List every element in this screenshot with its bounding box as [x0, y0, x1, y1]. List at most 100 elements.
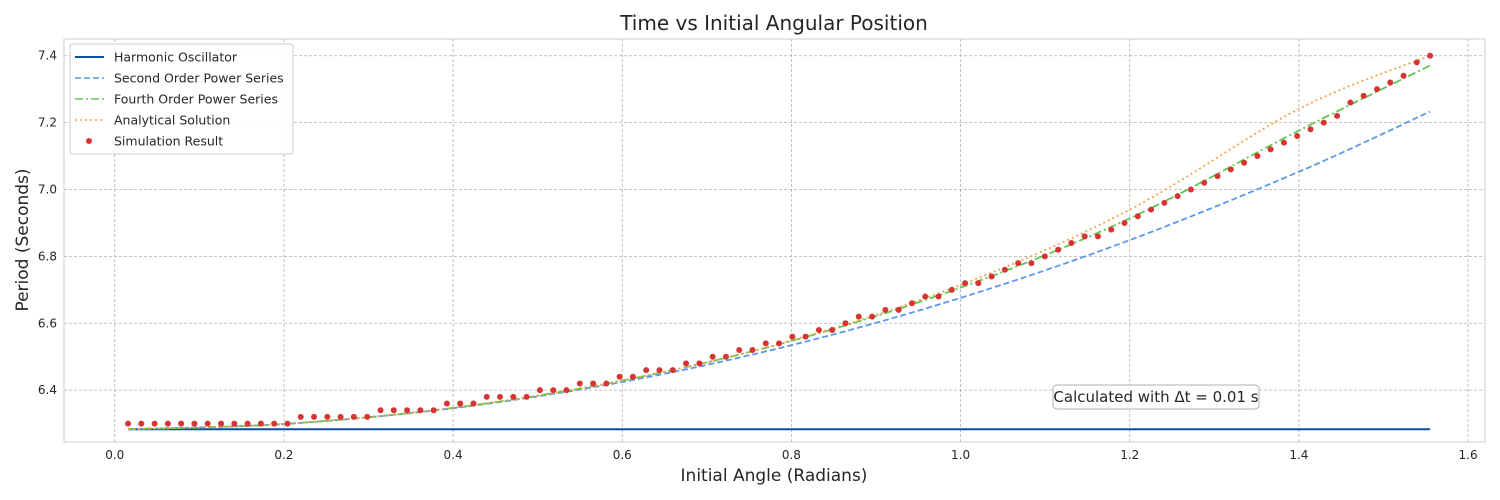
- scatter-point: [1373, 86, 1380, 93]
- scatter-point: [191, 420, 198, 427]
- legend-label-fourth-order-power-series: Fourth Order Power Series: [114, 92, 278, 107]
- scatter-point: [1280, 139, 1287, 146]
- scatter-point: [1387, 79, 1394, 86]
- scatter-point: [789, 333, 796, 340]
- scatter-point: [975, 280, 982, 287]
- y-tick-label: 7.2: [38, 116, 57, 130]
- scatter-point: [1081, 233, 1088, 240]
- scatter-point: [1347, 99, 1354, 106]
- grid-lines: [64, 39, 1485, 442]
- scatter-point: [1161, 199, 1168, 206]
- scatter-point: [1055, 246, 1062, 253]
- scatter-point: [164, 420, 171, 427]
- annotation: Calculated with Δt = 0.01 s: [1052, 384, 1260, 410]
- scatter-point: [151, 420, 158, 427]
- scatter-point: [736, 347, 743, 354]
- scatter-point: [417, 407, 424, 414]
- scatter-point: [1307, 126, 1314, 133]
- scatter-point: [497, 393, 504, 400]
- scatter-point: [204, 420, 211, 427]
- scatter-point: [1015, 260, 1022, 267]
- scatter-point: [935, 293, 942, 300]
- scatter-point: [869, 313, 876, 320]
- scatter-point: [1241, 159, 1248, 166]
- scatter-point: [1041, 253, 1048, 260]
- scatter-point: [284, 420, 291, 427]
- scatter-point: [603, 380, 610, 387]
- y-tick-label: 6.6: [38, 316, 57, 330]
- scatter-point: [563, 387, 570, 394]
- series-line-second-order-power-series: [127, 110, 1431, 431]
- scatter-point: [1028, 260, 1035, 267]
- scatter-point: [536, 387, 543, 394]
- scatter-point: [390, 407, 397, 414]
- scatter-point: [815, 326, 822, 333]
- scatter-point: [590, 380, 597, 387]
- series-layer: [125, 52, 1434, 431]
- scatter-point: [1174, 193, 1181, 200]
- scatter-point: [297, 413, 304, 420]
- scatter-point: [895, 306, 902, 313]
- scatter-point: [244, 420, 251, 427]
- scatter-point: [962, 280, 969, 287]
- scatter-point: [430, 407, 437, 414]
- scatter-point: [616, 373, 623, 380]
- annotation-text: Calculated with Δt = 0.01 s: [1053, 388, 1258, 406]
- scatter-point: [364, 413, 371, 420]
- scatter-point: [829, 326, 836, 333]
- annotation-box: [1052, 384, 1260, 410]
- scatter-point: [271, 420, 278, 427]
- scatter-point: [908, 300, 915, 307]
- x-axis-label: Initial Angle (Radians): [681, 466, 868, 486]
- scatter-point: [855, 313, 862, 320]
- scatter-point: [1094, 233, 1101, 240]
- scatter-point: [483, 393, 490, 400]
- scatter-point: [257, 420, 264, 427]
- legend-marker-simulation-result: [86, 138, 92, 144]
- x-tick-label: 1.2: [1120, 448, 1139, 462]
- scatter-point: [1294, 132, 1301, 139]
- scatter-point: [1400, 72, 1407, 79]
- scatter-point: [311, 413, 318, 420]
- scatter-point: [629, 373, 636, 380]
- scatter-point: [470, 400, 477, 407]
- scatter-point: [1121, 219, 1128, 226]
- legend-label-analytical-solution: Analytical Solution: [114, 113, 230, 128]
- scatter-point: [178, 420, 185, 427]
- scatter-point: [802, 333, 809, 340]
- scatter-point: [231, 420, 238, 427]
- x-tick-labels: 0.0 0.2 0.4 0.6 0.8 1.0 1.2 1.4 1.6: [105, 448, 1477, 462]
- legend-label-second-order-power-series: Second Order Power Series: [114, 71, 284, 86]
- scatter-point: [324, 413, 331, 420]
- scatter-point: [377, 407, 384, 414]
- legend-box: [69, 43, 294, 155]
- scatter-point: [576, 380, 583, 387]
- scatter-point: [1108, 226, 1115, 233]
- scatter-point: [656, 367, 663, 374]
- y-tick-label: 6.8: [38, 249, 57, 263]
- scatter-point: [709, 353, 716, 360]
- scatter-point: [218, 420, 225, 427]
- scatter-point: [1187, 186, 1194, 193]
- plot-frame: [63, 38, 1486, 443]
- scatter-point: [1201, 179, 1208, 186]
- scatter-point: [1134, 213, 1141, 220]
- scatter-point: [1148, 206, 1155, 213]
- scatter-point: [722, 353, 729, 360]
- scatter-point: [776, 340, 783, 347]
- scatter-point: [350, 413, 357, 420]
- scatter-point: [683, 360, 690, 367]
- scatter-point: [1360, 92, 1367, 99]
- scatter-point: [669, 367, 676, 374]
- scatter-point: [510, 393, 517, 400]
- scatter-point: [523, 393, 530, 400]
- scatter-point: [749, 347, 756, 354]
- scatter-point: [404, 407, 411, 414]
- x-tick-label: 0.0: [105, 448, 124, 462]
- scatter-point: [762, 340, 769, 347]
- scatter-point: [922, 293, 929, 300]
- chart-title: Time vs Initial Angular Position: [619, 11, 928, 35]
- x-tick-label: 0.6: [613, 448, 632, 462]
- scatter-point: [882, 306, 889, 313]
- scatter-point: [988, 273, 995, 280]
